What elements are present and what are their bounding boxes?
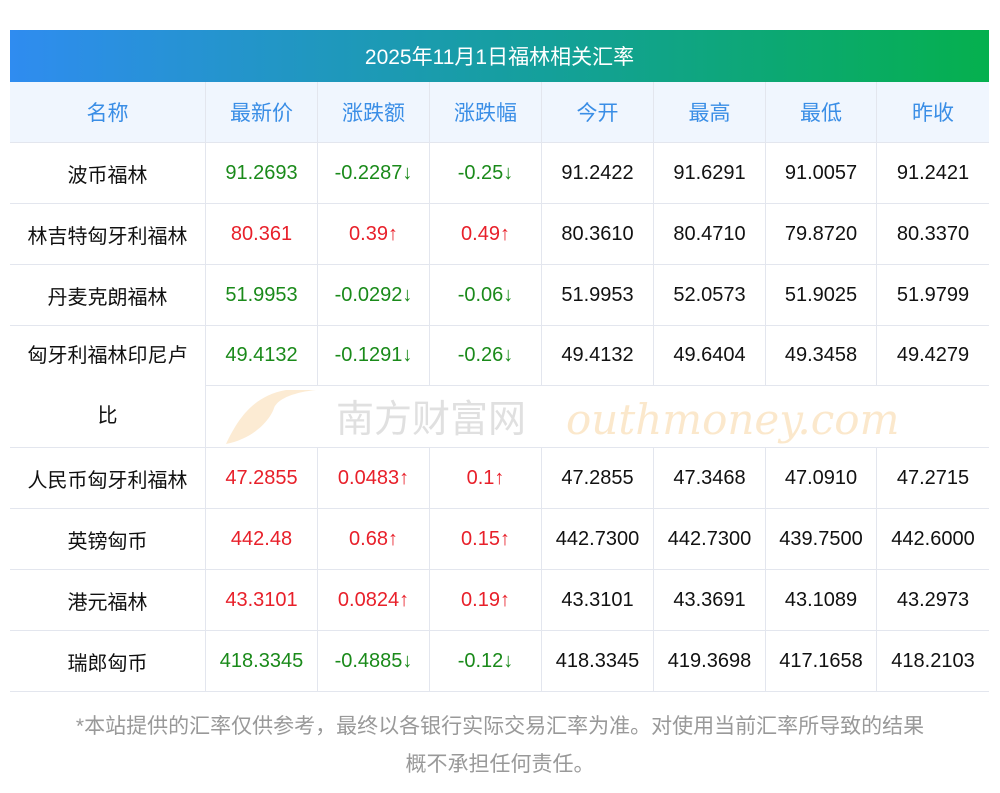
cell-name: 匈牙利福林印尼卢比 — [10, 326, 206, 447]
cell-latest: 442.48 — [206, 509, 318, 569]
cell-latest: 43.3101 — [206, 570, 318, 630]
cell-latest: 80.361 — [206, 204, 318, 264]
table-row: 港元福林 43.3101 0.0824↑ 0.19↑ 43.3101 43.3691 43.… — [10, 570, 989, 631]
header-pct: 涨跌幅 — [430, 82, 542, 142]
table-row: 波币福林 91.2693 -0.2287↓ -0.25↓ 91.2422 91.6291 9… — [10, 143, 989, 204]
cell-pct: -0.26↓ — [430, 326, 542, 386]
cell-pct: 0.49↑ — [430, 204, 542, 264]
cell-name: 港元福林 — [10, 570, 206, 630]
cell-low: 439.7500 — [766, 509, 877, 569]
cell-high: 91.6291 — [654, 143, 766, 203]
cell-pct: 0.1↑ — [430, 448, 542, 508]
cell-pct: -0.12↓ — [430, 631, 542, 691]
header-prev: 昨收 — [912, 102, 954, 125]
cell-prev: 43.2973 — [896, 588, 970, 611]
table-row: 丹麦克朗福林 51.9953 -0.0292↓ -0.06↓ 51.9953 52.057… — [10, 265, 989, 326]
header-name: 名称 — [10, 82, 206, 142]
cell-low: 51.9025 — [766, 265, 877, 325]
cell-high: 80.4710 — [654, 204, 766, 264]
cell-change: -0.1291↓ — [318, 326, 430, 386]
cell-high: 419.3698 — [654, 631, 766, 691]
header-low: 最低 — [766, 82, 877, 142]
cell-prev: 51.9799 — [896, 283, 970, 306]
cell-high: 442.7300 — [654, 509, 766, 569]
cell-open: 418.3345 — [542, 631, 654, 691]
disclaimer-line-1: *本站提供的汇率仅供参考，最终以各银行实际交易汇率为准。对使用当前汇率所导致的结… — [75, 715, 925, 738]
table-header: 名称 最新价 涨跌额 涨跌幅 今开 最高 最低 昨收 — [10, 82, 989, 143]
disclaimer: *本站提供的汇率仅供参考，最终以各银行实际交易汇率为准。对使用当前汇率所导致的结… — [0, 708, 1000, 784]
cell-name: 人民币匈牙利福林 — [10, 448, 206, 508]
table-row: 英镑匈币 442.48 0.68↑ 0.15↑ 442.7300 442.7300 439.… — [10, 509, 989, 570]
cell-latest: 91.2693 — [206, 143, 318, 203]
cell-open: 51.9953 — [542, 265, 654, 325]
cell-high: 52.0573 — [654, 265, 766, 325]
disclaimer-line-2: 概不承担任何责任。 — [405, 753, 595, 776]
cell-prev: 418.2103 — [891, 649, 975, 672]
cell-open: 442.7300 — [542, 509, 654, 569]
cell-pct: 0.19↑ — [430, 570, 542, 630]
cell-open: 91.2422 — [542, 143, 654, 203]
cell-change: 0.68↑ — [318, 509, 430, 569]
cell-low: 417.1658 — [766, 631, 877, 691]
cell-low: 47.0910 — [766, 448, 877, 508]
header-latest: 最新价 — [206, 82, 318, 142]
page-title: 2025年11月1日福林相关汇率 — [10, 30, 989, 82]
cell-pct: -0.06↓ — [430, 265, 542, 325]
cell-open: 80.3610 — [542, 204, 654, 264]
cell-prev: 442.6000 — [891, 527, 975, 550]
cell-low: 91.0057 — [766, 143, 877, 203]
header-change: 涨跌额 — [318, 82, 430, 142]
cell-latest: 51.9953 — [206, 265, 318, 325]
cell-change: -0.4885↓ — [318, 631, 430, 691]
cell-high: 47.3468 — [654, 448, 766, 508]
cell-prev: 47.2715 — [896, 466, 970, 489]
table-row: 林吉特匈牙利福林 80.361 0.39↑ 0.49↑ 80.3610 80.4710 79… — [10, 204, 989, 265]
cell-name: 瑞郎匈币 — [10, 631, 206, 691]
header-high: 最高 — [654, 82, 766, 142]
cell-prev: 91.2421 — [896, 161, 970, 184]
table-row: 人民币匈牙利福林 47.2855 0.0483↑ 0.1↑ 47.2855 47.3468… — [10, 448, 989, 509]
cell-latest: 418.3345 — [206, 631, 318, 691]
cell-open: 47.2855 — [542, 448, 654, 508]
cell-name: 丹麦克朗福林 — [10, 265, 206, 325]
header-open: 今开 — [542, 82, 654, 142]
cell-pct: -0.25↓ — [430, 143, 542, 203]
cell-change: 0.0824↑ — [318, 570, 430, 630]
cell-change: 0.39↑ — [318, 204, 430, 264]
table-row: 瑞郎匈币 418.3345 -0.4885↓ -0.12↓ 418.3345 419.36… — [10, 631, 989, 692]
cell-open: 49.4132 — [542, 326, 654, 386]
cell-latest: 49.4132 — [206, 326, 318, 386]
cell-change: -0.2287↓ — [318, 143, 430, 203]
cell-low: 43.1089 — [766, 570, 877, 630]
cell-latest: 47.2855 — [206, 448, 318, 508]
cell-name: 英镑匈币 — [10, 509, 206, 569]
cell-name: 林吉特匈牙利福林 — [10, 204, 206, 264]
cell-name: 波币福林 — [10, 143, 206, 203]
cell-open: 43.3101 — [542, 570, 654, 630]
cell-change: -0.0292↓ — [318, 265, 430, 325]
table-row: 匈牙利福林印尼卢比 49.4132 -0.1291↓ -0.26↓ 49.4132 49.… — [10, 326, 989, 448]
cell-change: 0.0483↑ — [318, 448, 430, 508]
cell-low: 49.3458 — [766, 326, 877, 386]
cell-high: 43.3691 — [654, 570, 766, 630]
cell-pct: 0.15↑ — [430, 509, 542, 569]
cell-low: 79.8720 — [766, 204, 877, 264]
cell-prev: 80.3370 — [896, 222, 970, 245]
cell-high: 49.6404 — [654, 326, 766, 386]
cell-prev: 49.4279 — [877, 326, 989, 386]
rates-table: 名称 最新价 涨跌额 涨跌幅 今开 最高 最低 昨收 波币福林 91.2693 -0… — [10, 82, 989, 692]
